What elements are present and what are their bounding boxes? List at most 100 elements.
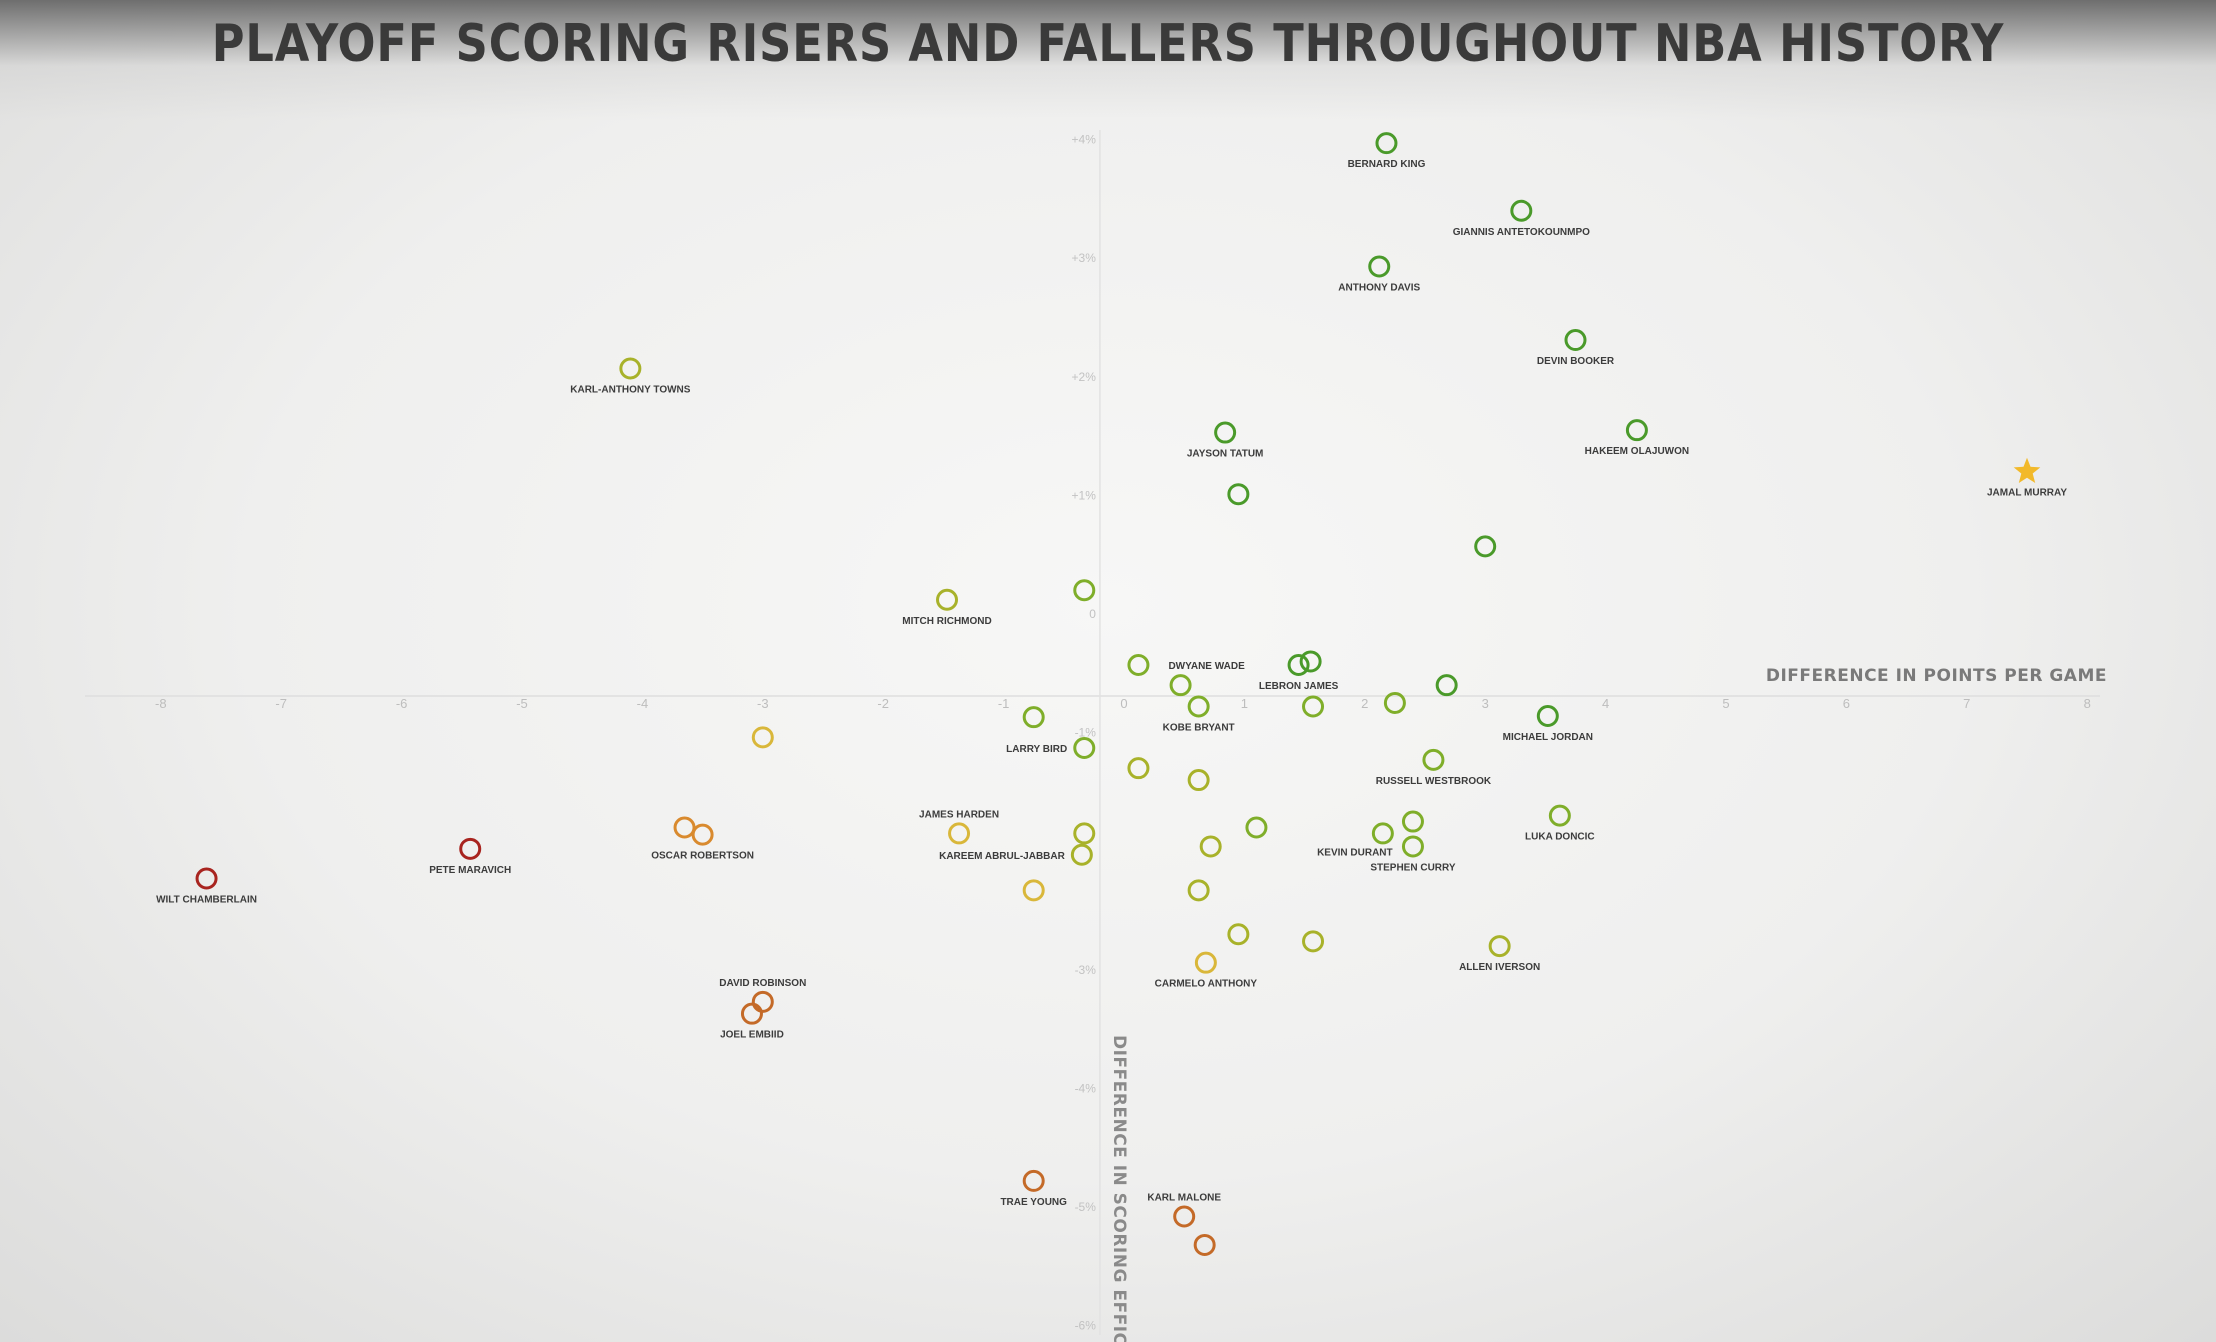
point-label: JAMES HARDEN xyxy=(919,809,999,820)
data-point xyxy=(1127,653,1150,676)
data-point xyxy=(1302,695,1325,718)
point-label: JAYSON TATUM xyxy=(1187,449,1264,460)
point-label: MICHAEL JORDAN xyxy=(1503,732,1593,743)
data-point xyxy=(1383,691,1406,714)
x-tick-label: 7 xyxy=(1963,696,1970,711)
y-tick-label: -3% xyxy=(1075,963,1097,977)
data-points xyxy=(195,132,2041,1256)
point-label: KARL MALONE xyxy=(1147,1192,1221,1203)
point-labels: BERNARD KING GIANNIS ANTETOKOUNMPO ANTHONY… xyxy=(156,159,2067,1208)
x-tick-label: -1 xyxy=(998,696,1010,711)
data-point xyxy=(1510,199,1533,222)
y-tick-label: +1% xyxy=(1072,488,1097,502)
data-point xyxy=(459,837,482,860)
axes xyxy=(85,130,2100,1335)
data-point xyxy=(1187,879,1210,902)
x-tick-label: -4 xyxy=(637,696,649,711)
data-point xyxy=(1187,769,1210,792)
point-label: DEVIN BOOKER xyxy=(1537,356,1615,367)
point-label: JAMAL MURRAY xyxy=(1987,488,2067,499)
data-point xyxy=(1401,810,1424,833)
x-tick-label: 2 xyxy=(1361,696,1368,711)
x-tick-label: -5 xyxy=(516,696,528,711)
point-label: DAVID ROBINSON xyxy=(719,978,806,989)
data-point xyxy=(1169,674,1192,697)
data-point xyxy=(1368,255,1391,278)
data-point xyxy=(1287,653,1310,676)
ticks: -8 -7 -6 -5 -4 -3 -2 -1 0 1 2 3 4 5 6 7 8 +4% +3% +2% +1% 0 -1… xyxy=(155,133,2091,1333)
data-point xyxy=(1422,748,1445,771)
point-label: KEVIN DURANT xyxy=(1317,847,1393,858)
y-tick-label: +2% xyxy=(1072,370,1097,384)
data-point xyxy=(1173,1205,1196,1228)
data-point xyxy=(1245,816,1268,839)
data-point xyxy=(1073,579,1096,602)
point-label: HAKEEM OLAJUWON xyxy=(1585,446,1689,457)
point-label: ANTHONY DAVIS xyxy=(1338,283,1420,294)
y-tick-label: -6% xyxy=(1075,1319,1097,1333)
data-point xyxy=(1070,843,1093,866)
point-label: PETE MARAVICH xyxy=(429,865,511,876)
data-point xyxy=(195,867,218,890)
x-tick-label: -6 xyxy=(396,696,408,711)
point-label: LEBRON JAMES xyxy=(1259,681,1339,692)
data-point xyxy=(1371,822,1394,845)
x-axis-title: DIFFERENCE IN POINTS PER GAME xyxy=(1766,666,2107,686)
point-label: DWYANE WADE xyxy=(1168,661,1245,672)
data-point xyxy=(1302,930,1325,953)
data-point xyxy=(740,1002,763,1025)
y-tick-label: -5% xyxy=(1075,1200,1097,1214)
data-point xyxy=(1227,923,1250,946)
x-tick-label: -3 xyxy=(757,696,769,711)
y-tick-label: +4% xyxy=(1072,133,1097,147)
x-tick-label: 6 xyxy=(1843,696,1850,711)
point-label: MITCH RICHMOND xyxy=(902,616,991,627)
data-point xyxy=(1194,951,1217,974)
point-label: LARRY BIRD xyxy=(1006,744,1067,755)
y-axis-title: DIFFERENCE IN SCORING EFFICIENCY xyxy=(1109,1035,1129,1342)
data-point xyxy=(1548,804,1571,827)
data-point xyxy=(1401,835,1424,858)
data-point xyxy=(1022,1169,1045,1192)
data-point xyxy=(1073,822,1096,845)
data-point xyxy=(1435,674,1458,697)
point-label: TRAE YOUNG xyxy=(1000,1197,1067,1208)
data-point xyxy=(751,726,774,749)
x-tick-label: -7 xyxy=(275,696,287,711)
point-label: KAREEM ABRUL-JABBAR xyxy=(939,851,1066,862)
data-point xyxy=(948,822,971,845)
point-label: CARMELO ANTHONY xyxy=(1155,979,1258,990)
y-tick-label: +3% xyxy=(1072,251,1097,265)
data-point xyxy=(1536,704,1559,727)
x-tick-label: -2 xyxy=(877,696,889,711)
data-point xyxy=(936,588,959,611)
data-point xyxy=(1488,935,1511,958)
data-point xyxy=(1564,329,1587,352)
x-tick-label: 5 xyxy=(1722,696,1729,711)
data-point xyxy=(673,816,696,839)
point-label: BERNARD KING xyxy=(1348,159,1426,170)
data-point xyxy=(1022,706,1045,729)
data-point xyxy=(1299,650,1322,673)
point-label: RUSSELL WESTBROOK xyxy=(1376,776,1492,787)
data-point xyxy=(1199,835,1222,858)
point-label: STEPHEN CURRY xyxy=(1370,862,1456,873)
point-label: GIANNIS ANTETOKOUNMPO xyxy=(1453,227,1590,238)
y-tick-label: 0 xyxy=(1089,607,1096,621)
data-point xyxy=(1214,421,1237,444)
data-point xyxy=(691,823,714,846)
x-tick-label: 1 xyxy=(1241,696,1248,711)
x-tick-label: 8 xyxy=(2084,696,2091,711)
y-tick-label: -1% xyxy=(1075,726,1097,740)
x-tick-label: -8 xyxy=(155,696,167,711)
point-label: KARL-ANTHONY TOWNS xyxy=(570,384,691,395)
point-label: JOEL EMBIID xyxy=(720,1030,784,1041)
data-point xyxy=(619,357,642,380)
x-tick-label: 0 xyxy=(1120,696,1127,711)
y-tick-label: -4% xyxy=(1075,1081,1097,1095)
x-tick-label: 4 xyxy=(1602,696,1609,711)
point-label: LUKA DONCIC xyxy=(1525,832,1595,843)
data-point xyxy=(1022,879,1045,902)
point-label: WILT CHAMBERLAIN xyxy=(156,894,257,905)
